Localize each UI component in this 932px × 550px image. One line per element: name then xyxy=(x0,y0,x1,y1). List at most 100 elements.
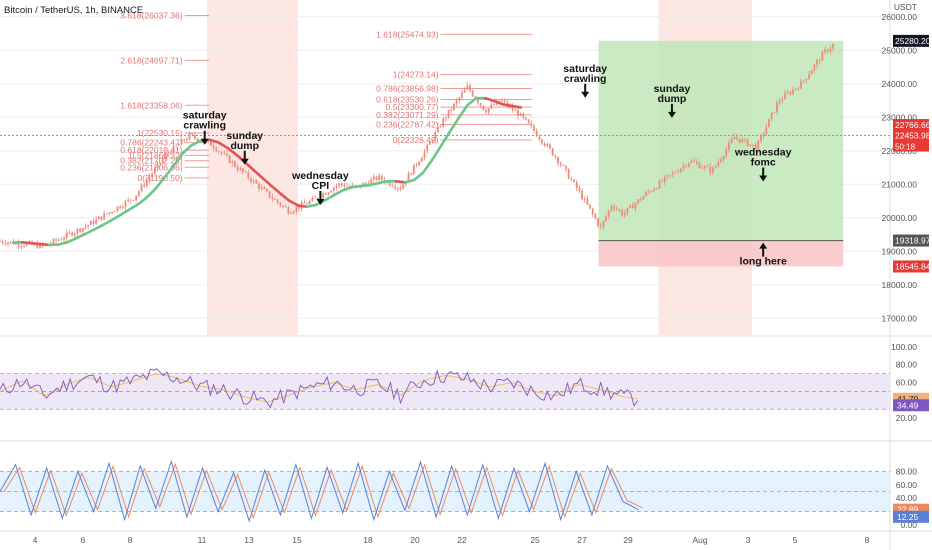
y-tick-label: 26000.00 xyxy=(882,12,918,22)
ma-segment xyxy=(439,131,451,148)
candle-body xyxy=(530,123,533,126)
annotation-text: sunday xyxy=(654,83,691,95)
stoch-tick-label: 80.00 xyxy=(896,466,918,476)
candle-body xyxy=(306,203,308,205)
candle-body xyxy=(1,241,4,244)
candle-body xyxy=(402,184,405,190)
candle-body xyxy=(340,183,343,186)
x-tick-label: 27 xyxy=(577,535,587,545)
candle-body xyxy=(666,175,669,177)
arrow-down-icon xyxy=(759,167,768,182)
candle-body xyxy=(538,136,541,140)
candle-body xyxy=(338,183,340,186)
candle-body xyxy=(637,199,640,204)
candle-body xyxy=(268,191,271,198)
ma-segment xyxy=(279,192,291,203)
ma-segment xyxy=(483,96,496,103)
candle-body xyxy=(469,85,471,91)
candle-body xyxy=(645,192,648,196)
rsi-ma-tag-label: 34.49 xyxy=(897,400,919,410)
candle-body xyxy=(308,201,311,205)
arrow-down-icon xyxy=(316,191,325,205)
candle-body xyxy=(522,113,525,118)
x-tick-label: Aug xyxy=(692,535,707,545)
candle-body xyxy=(725,149,728,157)
candle-body xyxy=(287,207,290,214)
candle-body xyxy=(578,188,581,191)
annotation-text: fomc xyxy=(751,157,776,169)
fib-level-label: 0(22326.49) xyxy=(393,135,439,145)
candle-body xyxy=(276,199,279,203)
x-tick-label: 18 xyxy=(363,535,373,545)
candle-body xyxy=(244,172,247,173)
candle-body xyxy=(316,197,319,199)
candle-body xyxy=(423,151,426,158)
candle-body xyxy=(145,180,148,187)
x-tick-label: 4 xyxy=(33,535,38,545)
candle-body xyxy=(605,216,607,222)
candle-body xyxy=(65,232,68,239)
candle-body xyxy=(709,166,712,173)
candle-body xyxy=(79,228,81,232)
candle-body xyxy=(597,218,599,226)
x-tick-label: 8 xyxy=(128,535,133,545)
candle-body xyxy=(375,176,378,180)
fib-level-label: 0.618(23530.26) xyxy=(376,94,439,104)
candle-body xyxy=(573,179,575,182)
ma-segment xyxy=(394,179,407,184)
candle-body xyxy=(733,137,736,140)
candle-body xyxy=(231,161,234,164)
y-tick-label: 21000.00 xyxy=(882,179,918,189)
candle-body xyxy=(135,195,138,201)
candle-body xyxy=(722,156,725,160)
candle-body xyxy=(541,139,543,144)
candle-body xyxy=(517,110,519,117)
candle-body xyxy=(589,204,591,209)
candle-body xyxy=(693,160,696,162)
candle-body xyxy=(615,208,618,210)
x-tick-label: 13 xyxy=(244,535,254,545)
candle-body xyxy=(156,163,159,169)
fib-level-label: 0.5(23300.77) xyxy=(386,102,439,112)
y-tick-label: 24000.00 xyxy=(882,79,918,89)
candle-body xyxy=(629,205,632,208)
candle-body xyxy=(364,183,367,184)
candle-body xyxy=(255,180,258,184)
candle-body xyxy=(148,176,151,181)
candle-body xyxy=(412,164,415,175)
candle-body xyxy=(786,92,789,94)
candle-body xyxy=(242,168,244,173)
candle-body xyxy=(180,139,183,144)
candle-body xyxy=(100,216,103,220)
candle-body xyxy=(311,197,314,202)
candle-body xyxy=(685,165,688,167)
candle-body xyxy=(741,139,744,143)
candle-body xyxy=(220,151,223,154)
candle-body xyxy=(821,51,824,61)
ma-segment xyxy=(83,228,95,236)
candle-body xyxy=(324,193,327,195)
candle-body xyxy=(754,144,757,150)
candle-body xyxy=(781,99,784,101)
candle-body xyxy=(111,212,114,213)
price-tag-label: 22453.98 xyxy=(895,131,931,141)
candle-body xyxy=(768,119,770,128)
candle-body xyxy=(410,173,413,175)
ma-segment xyxy=(29,241,42,246)
candle-body xyxy=(97,216,100,220)
candle-body xyxy=(591,208,594,215)
stoch-k-line xyxy=(0,459,639,523)
candle-body xyxy=(103,213,106,220)
ma-segment xyxy=(261,176,273,188)
x-tick-label: 22 xyxy=(457,535,467,545)
candle-body xyxy=(20,245,23,247)
fib-level-label: 0.236(21506.66) xyxy=(120,162,183,172)
candle-body xyxy=(129,199,132,201)
fib-level-label: 0.5(21860.32) xyxy=(130,150,183,160)
ma-segment xyxy=(252,168,264,180)
candle-body xyxy=(124,201,127,208)
candle-body xyxy=(210,140,212,146)
arrow-down-icon xyxy=(200,130,209,145)
annotation-text: saturday xyxy=(563,63,607,75)
